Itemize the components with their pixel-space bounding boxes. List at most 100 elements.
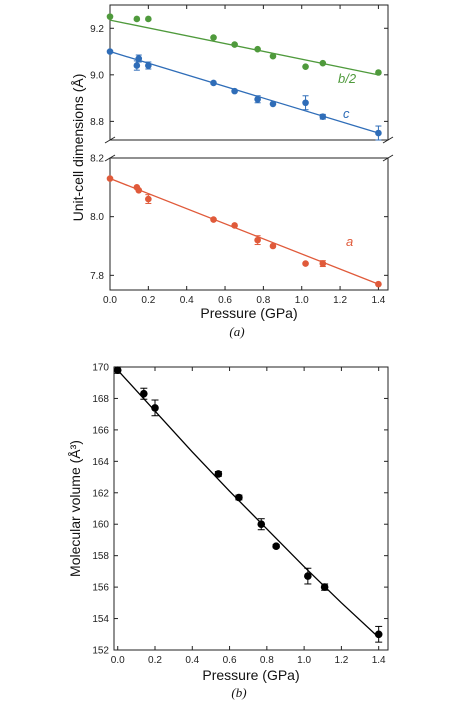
data-point [374, 630, 383, 639]
data-point [269, 52, 277, 60]
data-point [320, 583, 329, 591]
data-point [257, 520, 266, 529]
data-point [135, 186, 143, 194]
x-tick-label: 1.0 [297, 655, 311, 666]
x-tick-label: 0.0 [103, 295, 117, 306]
x-tick-label: 0.8 [256, 295, 270, 306]
x-tick-label: 0.2 [141, 295, 155, 306]
chart-a-lower-frame [109, 157, 389, 291]
data-point [304, 572, 312, 580]
chart-a-axis-break [104, 136, 394, 162]
y-tick-label: 8.0 [90, 212, 104, 223]
data-point [140, 389, 148, 398]
data-point [231, 41, 238, 48]
data-point [145, 62, 152, 69]
x-tick-label: 0.0 [111, 655, 125, 666]
x-tick-label: 1.4 [372, 655, 386, 666]
x-tick-label: 0.6 [218, 295, 232, 306]
chart-a: 0.0 0.2 0.4 0.6 0.8 1.0 1.2 1.4 8.8 9.0 9.2 7.8 8.0… [70, 4, 394, 339]
data-point [135, 55, 143, 62]
y-tick-label: 162 [92, 488, 109, 499]
data-point [319, 59, 327, 67]
chart-a-y-axis-label: Unit-cell dimensions (Å) [70, 74, 86, 222]
data-point [302, 99, 309, 107]
x-tick-label: 1.2 [334, 655, 348, 666]
data-point [319, 113, 327, 121]
y-tick-label: 8.2 [90, 154, 104, 165]
fit-line-c [109, 50, 379, 134]
data-point [151, 404, 159, 412]
y-tick-label: 170 [92, 363, 109, 374]
axis-break-gap [104, 140, 116, 158]
y-tick-label: 8.8 [90, 117, 104, 128]
x-tick-label: 0.4 [180, 295, 194, 306]
data-point [319, 260, 327, 267]
data-point [231, 222, 238, 229]
data-point [231, 87, 238, 95]
chart-a-x-ticks: 0.0 0.2 0.4 0.6 0.8 1.0 1.2 1.4 [103, 5, 386, 306]
data-point [269, 242, 277, 250]
x-tick-label: 1.4 [371, 295, 385, 306]
y-tick-label: 166 [92, 425, 109, 436]
chart-b-series [113, 366, 383, 643]
data-point [106, 13, 114, 20]
chart-b-panel-caption: (b) [231, 685, 246, 700]
x-tick-label: 0.6 [223, 655, 237, 666]
chart-a-y-ticks: 8.8 9.0 9.2 7.8 8.0 8.2 [90, 24, 388, 282]
y-tick-label: 156 [92, 583, 109, 594]
data-point [210, 34, 217, 41]
y-tick-label: 160 [92, 520, 109, 531]
data-point [302, 260, 309, 267]
chart-b-y-axis-label: Molecular volume (Å³) [67, 440, 83, 577]
data-point [145, 195, 152, 203]
y-tick-label: 158 [92, 551, 109, 562]
y-tick-label: 9.2 [90, 24, 104, 35]
chart-a-upper-frame [109, 4, 389, 141]
data-point [145, 15, 152, 23]
y-tick-label: 154 [92, 614, 109, 625]
x-tick-label: 0.8 [260, 655, 274, 666]
chart-b-x-axis-label: Pressure (GPa) [202, 667, 299, 683]
y-tick-label: 9.0 [90, 70, 104, 81]
fit-line-b-2 [109, 19, 379, 76]
chart-b-frame [113, 366, 389, 651]
data-point [375, 129, 382, 137]
data-point [269, 100, 277, 108]
data-point [106, 175, 114, 182]
x-tick-label: 0.2 [148, 655, 162, 666]
data-point [272, 542, 280, 551]
x-tick-label: 1.2 [333, 295, 347, 306]
y-tick-label: 168 [92, 394, 109, 405]
series-label: c [343, 106, 350, 121]
data-point [254, 95, 261, 103]
data-point [133, 62, 141, 69]
fit-curve [117, 369, 380, 638]
chart-a-series: b/2 c a [106, 13, 382, 288]
chart-a-x-axis-label: Pressure (GPa) [200, 305, 297, 321]
x-tick-label: 0.4 [185, 655, 199, 666]
y-tick-label: 152 [92, 646, 109, 657]
data-point [254, 45, 261, 53]
chart-b-y-ticks: 152 154 156 158 160 162 164 166 168 170 [92, 363, 388, 657]
series-label: b/2 [338, 71, 357, 86]
chart-b: 0.0 0.2 0.4 0.6 0.8 1.0 1.2 1.4 152 154 156 158 160… [67, 363, 389, 700]
data-point [375, 69, 382, 76]
data-point [254, 236, 261, 244]
x-tick-label: 1.0 [295, 295, 309, 306]
data-point [133, 15, 141, 23]
data-point [375, 280, 382, 288]
series-label: a [346, 234, 353, 249]
axis-break-mark [382, 136, 394, 144]
axis-break-gap [382, 140, 394, 158]
data-point [214, 470, 223, 478]
data-point [210, 216, 217, 223]
data-point [302, 63, 309, 70]
chart-a-panel-caption: (a) [229, 324, 244, 339]
data-point [210, 79, 217, 87]
data-point [113, 366, 122, 374]
axis-break-mark [104, 136, 116, 144]
y-tick-label: 7.8 [90, 271, 104, 282]
fit-line-a [109, 177, 379, 285]
data-point [235, 493, 243, 502]
